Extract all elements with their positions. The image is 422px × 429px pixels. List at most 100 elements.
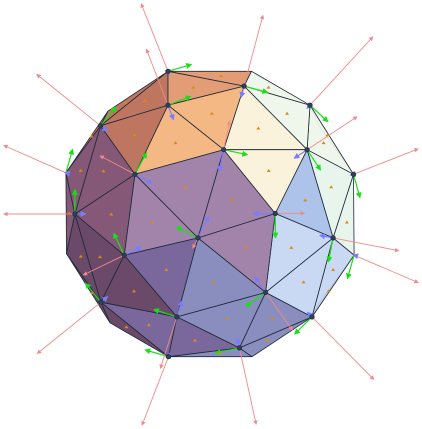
face-marker	[230, 198, 235, 202]
tangent-vector	[167, 63, 193, 72]
normal-vector	[243, 14, 265, 87]
face-marker	[109, 212, 114, 216]
face-marker	[173, 141, 178, 145]
face-marker	[98, 255, 102, 259]
tangent-vector	[134, 152, 147, 175]
face-marker	[321, 141, 326, 145]
face-marker	[132, 133, 137, 137]
face-marker	[289, 245, 294, 249]
face-markers	[67, 74, 349, 355]
mesh-vertex	[72, 211, 78, 217]
normal-vector	[140, 3, 169, 72]
mesh-vertex	[121, 252, 127, 258]
face-marker	[219, 74, 224, 78]
normal-vector	[36, 301, 102, 354]
face-marker	[123, 100, 128, 104]
face-marker	[124, 325, 129, 329]
face-marker	[270, 317, 275, 321]
mesh-vertex	[165, 68, 171, 74]
face-marker	[303, 198, 308, 202]
tangent-vector	[243, 85, 269, 94]
face-marker	[244, 245, 249, 249]
face-marker	[89, 134, 94, 138]
normal-vector	[36, 73, 101, 127]
tangent-vector	[254, 276, 267, 293]
normal-vector	[3, 144, 67, 174]
face-marker	[164, 268, 169, 271]
face-marker	[325, 133, 330, 137]
face-marker	[183, 185, 188, 189]
mesh-vertex	[98, 299, 104, 305]
face-marker	[101, 169, 106, 173]
normal-vector	[309, 36, 374, 106]
mesh-vertex	[97, 123, 104, 129]
mesh-vertex	[165, 354, 172, 360]
tangent-vector	[65, 148, 75, 173]
mesh-vertices	[72, 68, 357, 360]
tangent-vector	[124, 246, 143, 256]
tangent-vector	[217, 149, 225, 172]
mesh-vertex	[307, 102, 313, 108]
face-marker	[285, 111, 290, 115]
face-marker	[326, 289, 331, 293]
face-marker	[150, 220, 155, 224]
mesh-vertex	[132, 171, 138, 177]
normal-vector	[223, 120, 232, 150]
face-marker	[266, 85, 271, 89]
face-marker	[146, 323, 151, 327]
face-marker	[225, 317, 230, 321]
tangent-vector	[175, 226, 199, 239]
face-marker	[266, 169, 271, 172]
mesh-vertex	[165, 102, 171, 108]
tangent-vector	[294, 316, 313, 335]
face-marker	[265, 338, 270, 342]
normal-vector	[141, 356, 169, 426]
tangent-vector	[152, 308, 178, 318]
face-marker	[78, 254, 83, 258]
face-marker	[331, 268, 336, 271]
face-marker	[90, 290, 95, 294]
normal-vector	[145, 48, 169, 106]
face-marker	[211, 280, 216, 284]
face-marker	[67, 211, 72, 215]
tangent-vector	[113, 232, 125, 256]
normal-vector	[333, 237, 400, 253]
face-marker	[132, 289, 136, 293]
normal-vector	[265, 292, 293, 331]
mesh-vertex	[195, 235, 201, 241]
normal-vector	[306, 116, 358, 151]
normal-vector	[311, 316, 375, 380]
face-marker	[192, 338, 197, 342]
tangent-vector	[306, 149, 322, 171]
mesh-vertex	[272, 210, 278, 217]
face-marker	[256, 126, 261, 130]
face-marker	[217, 351, 222, 355]
tangent-vector	[326, 237, 334, 263]
mesh-vertex	[241, 83, 247, 89]
tangent-vector	[167, 95, 192, 106]
mesh-vertex	[221, 147, 227, 153]
mesh-vertex	[350, 171, 357, 177]
tangent-vector	[176, 299, 184, 318]
mesh-vertex	[309, 314, 315, 320]
normal-vector	[82, 254, 125, 276]
tangent-vector	[352, 174, 362, 199]
mesh-vertex	[174, 314, 180, 320]
tangent-vector	[309, 104, 329, 123]
normal-vector	[353, 254, 419, 284]
mesh-vertex	[330, 235, 336, 241]
mesh-vertex	[304, 147, 310, 153]
face-marker	[191, 85, 196, 89]
face-marker	[143, 98, 148, 102]
mesh-vertex	[236, 345, 242, 351]
tangent-vector	[197, 215, 210, 239]
tangent-vector	[100, 106, 117, 127]
normal-vector	[159, 316, 178, 369]
tangent-vector	[134, 173, 154, 185]
face-marker	[209, 111, 214, 115]
tangent-vector	[245, 291, 266, 307]
mesh-vertex	[263, 289, 269, 296]
face-marker	[329, 185, 334, 189]
face-marker	[344, 220, 349, 224]
